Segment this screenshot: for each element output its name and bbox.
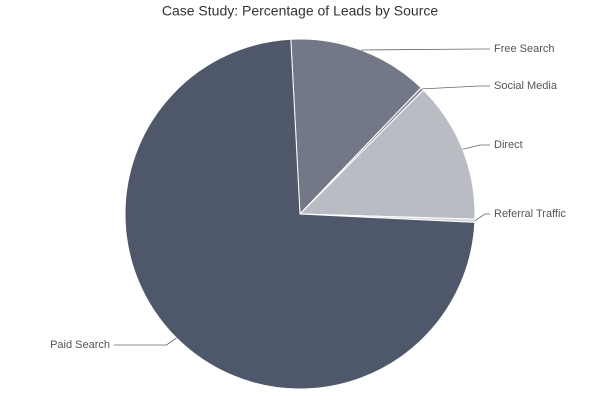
slice-label: Paid Search [50,339,110,351]
leader-line [422,85,490,90]
leader-line [462,144,490,150]
chart-title: Case Study: Percentage of Leads by Sourc… [162,3,438,19]
slice-label: Social Media [494,80,558,92]
slice-label: Direct [494,139,523,151]
slice-label: Free Search [494,43,555,55]
pie-slice [290,38,422,216]
leader-line [474,213,490,222]
leader-line [360,48,490,51]
slice-label: Referral Traffic [494,208,566,220]
pie-slice [124,38,476,390]
pie-slice [298,89,476,220]
leader-line [114,337,177,346]
